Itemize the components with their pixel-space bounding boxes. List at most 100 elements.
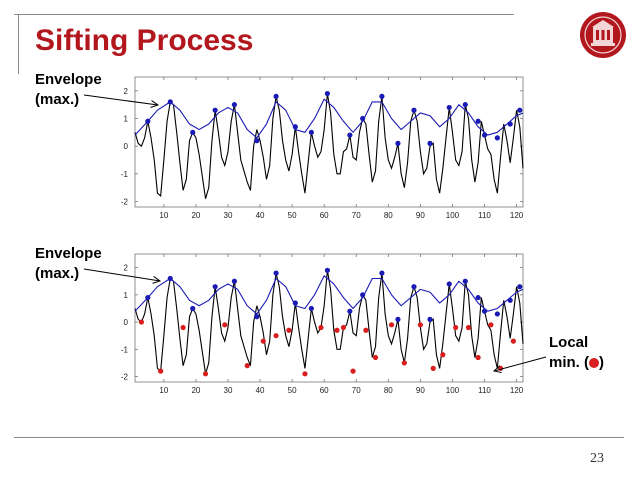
local-max-point [273, 270, 279, 276]
local-min-point [350, 368, 356, 374]
upper-envelope-line [134, 98, 524, 139]
local-max-point [517, 107, 523, 113]
x-tick-label: 30 [224, 386, 233, 395]
local-max-point [481, 308, 488, 314]
local-min-point [273, 333, 279, 339]
local-min-point [302, 371, 308, 377]
local-min-line2: min. () [549, 353, 604, 373]
y-tick-label: 1 [124, 291, 129, 300]
local-max-point [360, 292, 366, 298]
local-max-point [254, 138, 260, 144]
x-tick-label: 50 [288, 386, 297, 395]
x-tick-label: 90 [416, 386, 425, 395]
local-min-point [372, 354, 379, 361]
x-tick-label: 30 [224, 211, 233, 220]
local-min-point [430, 365, 436, 371]
arrow-envelope-top-head [150, 100, 160, 109]
annotation-arrows [83, 94, 547, 374]
x-tick-label: 60 [320, 211, 329, 220]
x-tick-label: 40 [256, 211, 265, 220]
arrow-envelope-top [83, 94, 159, 106]
arrow-envelope-bottom-head [152, 276, 162, 284]
local-max-point [411, 107, 417, 113]
local-min-point [180, 324, 186, 331]
x-tick-label: 10 [159, 386, 168, 395]
x-tick-label: 120 [510, 386, 524, 395]
local-max-point [481, 132, 488, 138]
y-tick-label: -1 [121, 170, 129, 179]
local-max-point [167, 99, 173, 105]
arrow-envelope-bottom [83, 268, 161, 282]
local-min-point [401, 360, 407, 366]
local-max-point [446, 104, 452, 111]
local-min-point [222, 322, 228, 328]
x-tick-label: 110 [478, 386, 491, 395]
local-max-point [308, 305, 314, 312]
local-max-point [462, 102, 468, 108]
local-min-point [260, 338, 266, 344]
local-max-point [379, 93, 385, 99]
local-min-label: Local min. () [549, 333, 604, 373]
x-tick-label: 10 [159, 211, 168, 220]
local-max-point [427, 140, 433, 146]
x-tick-label: 70 [352, 386, 361, 395]
local-max-point [308, 129, 314, 135]
local-min-line1: Local [549, 334, 589, 351]
upper-envelope-line [134, 275, 524, 315]
local-min-point [465, 324, 472, 331]
top-rule [14, 14, 514, 15]
arrow-local-min-head [492, 365, 502, 374]
local-max-point [254, 314, 260, 320]
local-max-point [347, 308, 353, 314]
local-min-point [417, 322, 423, 328]
local-max-point [494, 311, 500, 317]
left-rule [18, 14, 19, 74]
local-max-point [190, 305, 196, 312]
local-max-point [475, 118, 481, 124]
local-min-point [318, 324, 324, 331]
local-max-point [379, 270, 385, 276]
envelope-label-top: Envelope (max.) [35, 70, 102, 110]
local-min-point [388, 322, 395, 328]
local-min-point [453, 324, 459, 331]
y-tick-label: -1 [121, 345, 129, 354]
local-max-point [395, 316, 401, 322]
local-max-point [324, 267, 330, 273]
chart-bottom: 10 20 30 40 50 60 70 80 90 100 110 120 -2 -1 0 1 2 [121, 253, 524, 395]
x-tick-label: 60 [320, 386, 329, 395]
local-max-point [395, 140, 401, 146]
y-tick-label: 0 [124, 318, 129, 327]
local-max-point [167, 275, 173, 282]
chart-top: 10 20 30 40 50 60 70 80 90 100 110 120 -2 -1 0 1 2 [121, 76, 524, 220]
local-max-point [145, 118, 151, 124]
local-min-point [340, 324, 347, 331]
local-min-point [202, 371, 209, 377]
x-tick-label: 50 [288, 211, 297, 220]
x-tick-label: 100 [446, 386, 460, 395]
local-min-point [510, 338, 516, 344]
local-min-point [475, 354, 481, 361]
local-min-pre: min. ( [549, 354, 589, 371]
local-max-point [494, 135, 500, 141]
local-min-point [138, 319, 145, 325]
local-max-point [145, 294, 151, 301]
local-max-point [292, 124, 298, 130]
local-min-post: ) [599, 354, 604, 371]
y-tick-label: 2 [124, 87, 129, 96]
local-max-point [507, 121, 513, 127]
plot-frame [134, 76, 524, 208]
arrow-local-min [493, 356, 547, 372]
y-tick-label: 2 [124, 264, 129, 273]
local-max-point [360, 115, 366, 122]
x-tick-label: 20 [191, 211, 200, 220]
x-tick-label: 110 [478, 211, 491, 220]
local-max-point [324, 90, 330, 97]
y-tick-label: -2 [121, 373, 129, 382]
y-tick-label: 1 [124, 114, 129, 123]
local-max-point [273, 93, 279, 99]
local-max-point [427, 316, 433, 322]
x-tick-label: 100 [446, 211, 460, 220]
local-max-point [507, 297, 513, 303]
local-max-point [517, 284, 523, 290]
